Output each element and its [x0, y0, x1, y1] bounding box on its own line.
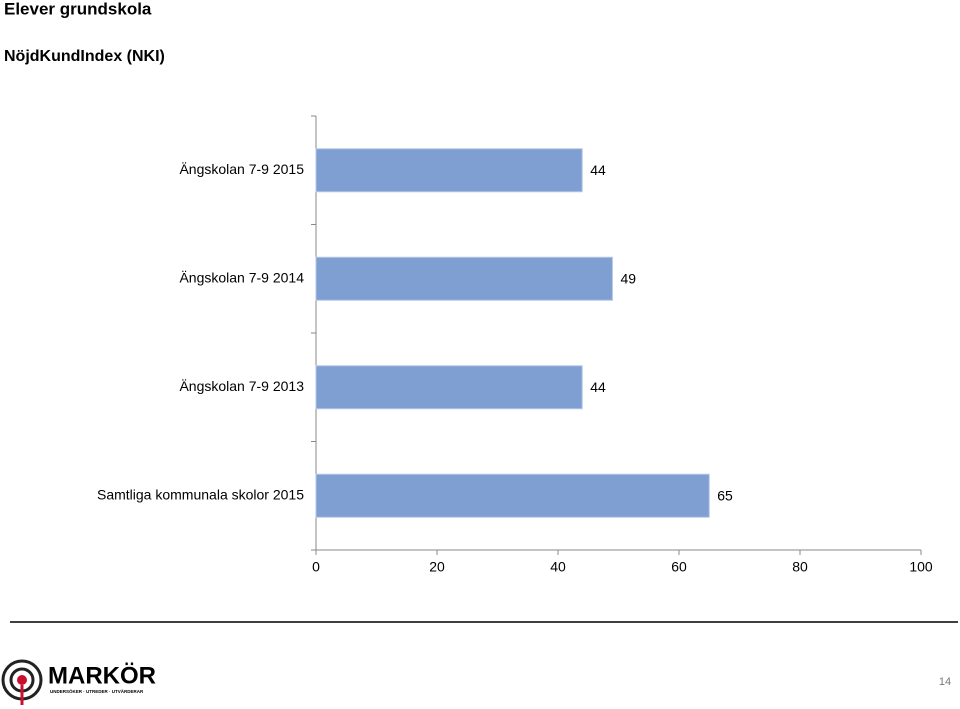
value-label: 44 — [590, 162, 606, 178]
y-tick-label: Samtliga kommunala skolor 2015 — [97, 486, 304, 502]
x-tick-label: 20 — [429, 559, 445, 575]
value-label: 49 — [620, 270, 636, 286]
value-label: 44 — [590, 379, 606, 395]
x-tick-label: 60 — [671, 559, 687, 575]
y-tick-label: Ängskolan 7-9 2014 — [179, 269, 304, 285]
x-tick-label: 80 — [792, 559, 808, 575]
slide-subtitle: NöjdKundIndex (NKI) — [4, 48, 165, 65]
logo-text: MARKÖR — [48, 662, 156, 689]
y-tick-label: Ängskolan 7-9 2015 — [179, 161, 304, 177]
chart: 0 20 40 60 80 100 Ängskolan 7-9 2015 44 Ängskola… — [97, 115, 933, 575]
x-tick-label: 40 — [550, 559, 566, 575]
bar — [315, 365, 583, 410]
slide-title: Elever grundskola — [4, 0, 152, 18]
logo-tagline: UNDERSÖKER · UTREDER · UTVÄRDERAR — [50, 688, 144, 694]
bar — [315, 256, 613, 301]
page-number: 14 — [939, 676, 951, 688]
logo-dot — [17, 675, 27, 685]
bar — [315, 148, 583, 193]
bar — [315, 473, 710, 518]
x-tick-label: 0 — [312, 559, 320, 575]
y-tick-label: Ängskolan 7-9 2013 — [179, 378, 304, 394]
x-tick-label: 100 — [909, 559, 933, 575]
value-label: 65 — [717, 487, 733, 503]
logo: MARKÖR UNDERSÖKER · UTREDER · UTVÄRDERAR — [1, 659, 156, 705]
